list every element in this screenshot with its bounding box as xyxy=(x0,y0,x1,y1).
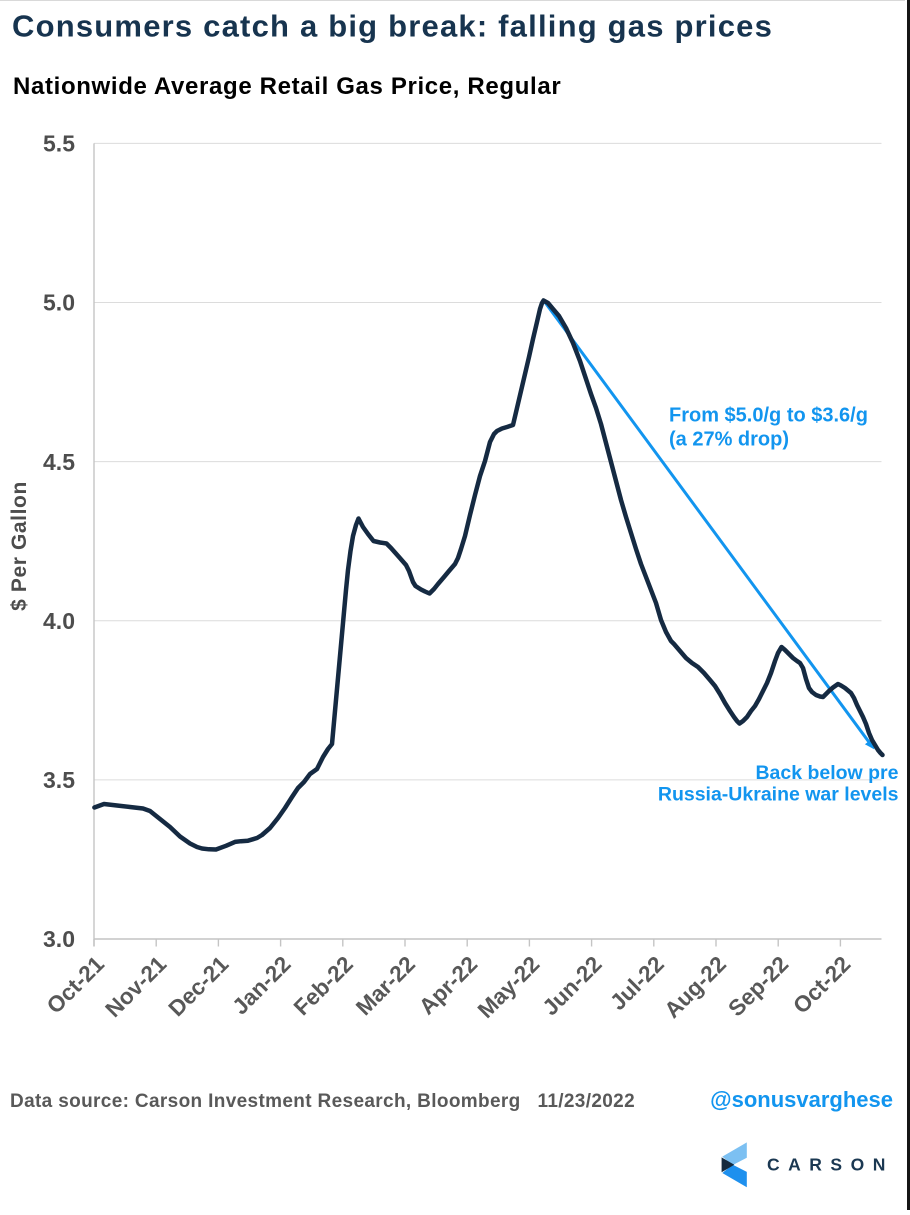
svg-text:3.0: 3.0 xyxy=(43,926,75,952)
svg-text:(a 27% drop): (a 27% drop) xyxy=(669,429,789,451)
svg-text:From $5.0/g to $3.6/g: From $5.0/g to $3.6/g xyxy=(669,405,868,427)
svg-text:Data source: Carson Investment: Data source: Carson Investment Research,… xyxy=(10,1091,635,1112)
svg-text:3.5: 3.5 xyxy=(43,767,75,793)
svg-text:Nationwide Average Retail Gas: Nationwide Average Retail Gas Price, Reg… xyxy=(13,73,561,100)
svg-text:4.5: 4.5 xyxy=(43,449,75,475)
svg-text:Russia-Ukraine war levels: Russia-Ukraine war levels xyxy=(658,784,899,806)
svg-text:4.0: 4.0 xyxy=(43,608,75,634)
svg-text:Back below pre: Back below pre xyxy=(755,762,898,784)
svg-text:$ Per Gallon: $ Per Gallon xyxy=(8,481,31,611)
svg-text:5.5: 5.5 xyxy=(43,131,75,157)
svg-text:@sonusvarghese: @sonusvarghese xyxy=(710,1087,893,1112)
svg-text:Consumers catch a big break: f: Consumers catch a big break: falling gas… xyxy=(12,9,773,44)
svg-text:CARSON: CARSON xyxy=(767,1155,894,1175)
svg-text:5.0: 5.0 xyxy=(43,290,75,316)
